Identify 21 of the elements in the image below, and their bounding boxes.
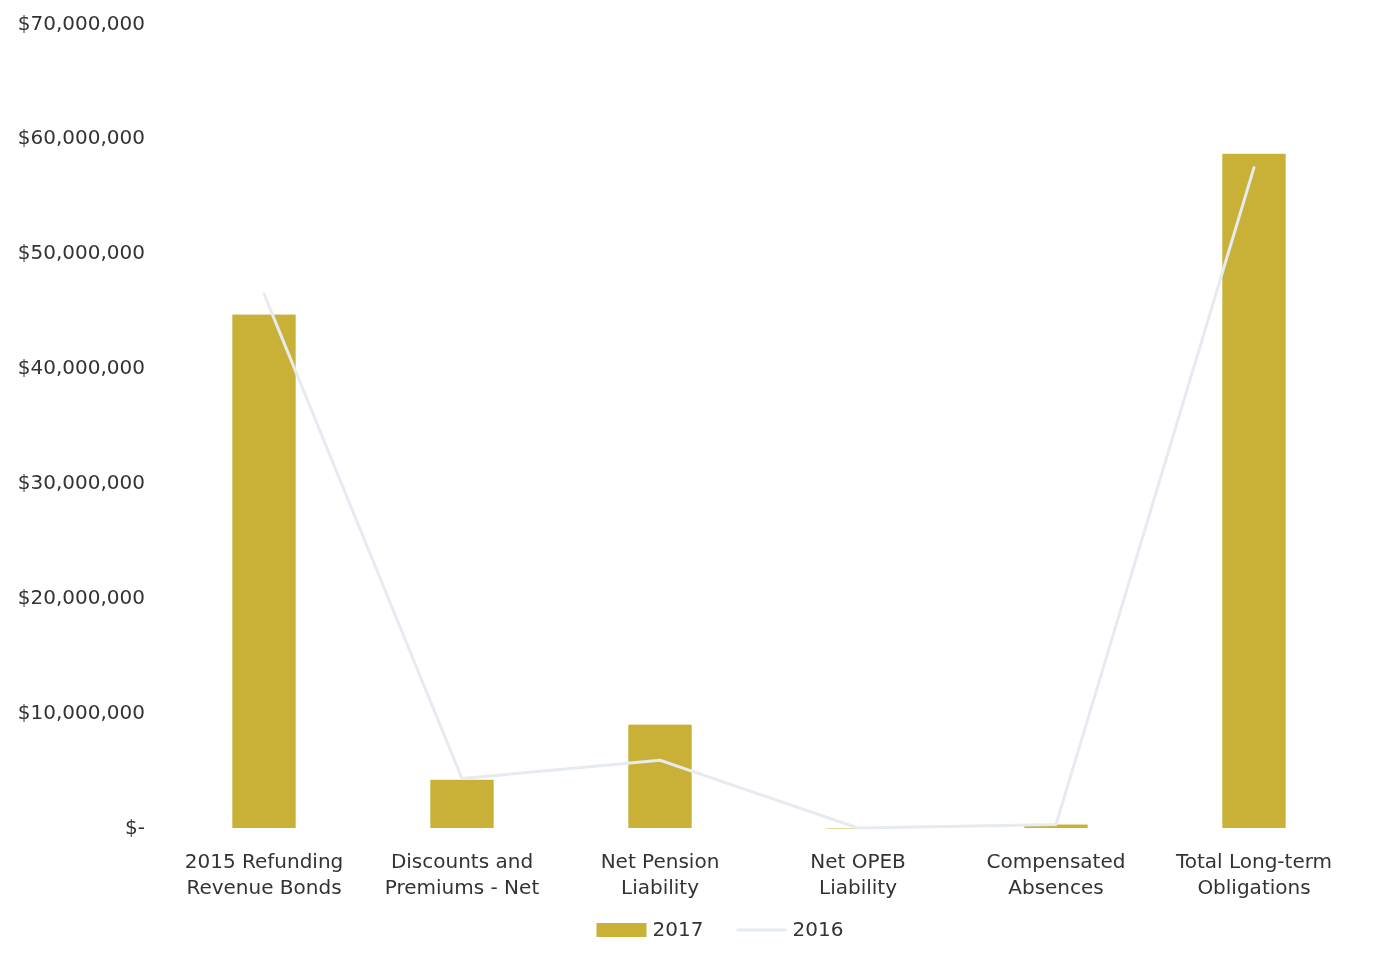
line-series [262,166,1256,830]
y-tick-label: $10,000,000 [17,699,145,724]
bar [232,314,296,828]
legend-label: 2016 [792,916,844,941]
x-tick-label: Net OPEB Liability [810,849,906,899]
y-tick-label: $60,000,000 [17,125,145,150]
y-tick-label: $20,000,000 [17,584,145,609]
x-tick-label: 2015 Refunding Revenue Bonds [184,849,344,899]
bar [430,779,494,828]
y-tick-label: $- [125,814,145,839]
bar [1222,153,1286,828]
x-tick-label: Net Pension Liability [600,849,720,899]
x-tick-label: Total Long-term Obligations [1174,849,1333,899]
bar [628,724,692,828]
y-tick-label: $30,000,000 [17,469,145,494]
y-tick-label: $70,000,000 [17,10,145,35]
x-tick-label: Compensated Absences [986,849,1126,899]
x-tick-label: Discounts and Premiums - Net [384,849,540,899]
y-tick-label: $40,000,000 [17,355,145,380]
legend-label: 2017 [652,916,704,941]
y-tick-label: $50,000,000 [17,240,145,265]
